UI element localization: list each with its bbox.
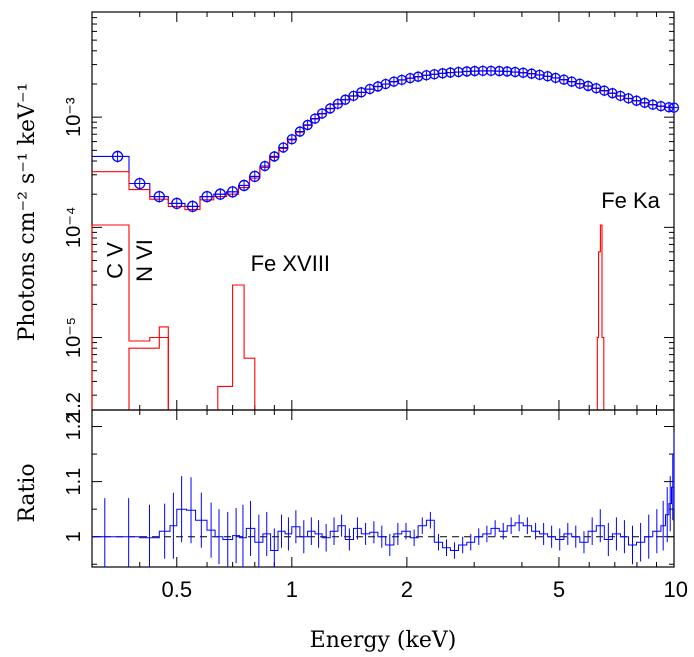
data-point [405, 72, 416, 84]
spectrum-y-tick-label: 10⁻³ [63, 97, 85, 137]
data-point [655, 100, 667, 112]
spectrum-series-line-4 [217, 284, 269, 411]
data-point [558, 74, 570, 85]
ratio-y-tick-label: 1.1 [63, 468, 85, 496]
spectrum-y-tick-label: 10⁻⁴ [63, 207, 85, 248]
line-annotation: C V [102, 242, 127, 279]
spectrum-series-line-2 [91, 224, 169, 410]
ratio-y-axis-label: Ratio [15, 463, 40, 522]
x-tick-label: 2 [401, 577, 413, 602]
x-tick-label: 10 [664, 577, 688, 602]
ratio-y-tick-label: 1 [63, 531, 85, 542]
data-point [186, 200, 199, 213]
data-point [134, 177, 146, 190]
data-point [278, 142, 289, 153]
data-point [668, 102, 680, 113]
data-point [437, 68, 448, 79]
data-point [316, 108, 328, 119]
spectrum-y-tick-label: 1.2 [63, 392, 85, 420]
data-point [388, 76, 400, 87]
data-point [226, 186, 239, 198]
data-point [421, 70, 432, 81]
data-point [294, 126, 306, 137]
data-point [238, 179, 250, 192]
data-point [249, 170, 261, 183]
spectrum-y-tick-label: 10⁻⁵ [63, 317, 85, 358]
ratio-step-line [92, 470, 675, 551]
data-point [526, 68, 537, 79]
x-axis-label: Energy (keV) [310, 628, 457, 653]
x-tick-label: 5 [553, 577, 565, 602]
data-point [325, 103, 336, 114]
spectrum-series-line-5 [596, 224, 605, 410]
spectrum-axis-ticks [91, 12, 675, 410]
data-point [286, 134, 297, 145]
ratio-axis-ticks [91, 410, 675, 567]
data-point [356, 87, 367, 98]
data-point [269, 151, 280, 162]
data-point [259, 160, 271, 172]
data-point [453, 66, 464, 78]
data-point [372, 81, 384, 92]
data-point [445, 67, 456, 78]
spectrum-frame [91, 11, 675, 411]
spectrum-series-line-1 [92, 70, 674, 211]
data-point [309, 113, 321, 124]
x-tick-label: 0.5 [161, 577, 192, 602]
spectrum-y-axis-label: Photons cm⁻² s⁻¹ keV⁻¹ [15, 83, 40, 342]
data-point [214, 188, 226, 200]
data-point [647, 99, 658, 110]
data-point [534, 69, 545, 81]
data-point [429, 69, 440, 80]
data-point [201, 190, 213, 203]
spectrum-tick-labels: 10⁻⁵ 10⁻⁴ 10⁻³ 1.2 [63, 97, 85, 420]
ratio-frame [91, 409, 675, 568]
x-tick-label: 1 [286, 577, 298, 602]
spectrum-series [91, 70, 674, 411]
data-point [542, 71, 553, 82]
ratio-tick-labels: 1 1.1 1.2 0.5 1 2 5 10 [63, 413, 688, 602]
ratio-panel: 1 1.1 1.2 0.5 1 2 5 10 Ratio [15, 409, 688, 602]
spectrum-data-points [111, 65, 680, 213]
data-point [171, 197, 183, 210]
spectrum-series-line-3 [128, 326, 169, 410]
line-annotation: N VI [132, 239, 157, 282]
data-point [509, 66, 521, 78]
data-point [340, 94, 351, 105]
data-point [153, 190, 165, 203]
ratio-series [92, 432, 675, 567]
data-point [111, 150, 124, 163]
ratio-y-tick-label: 1.2 [63, 413, 85, 441]
line-annotation: Fe XVIII [251, 251, 330, 276]
data-point [302, 119, 313, 131]
spectrum-series-line-0 [92, 70, 674, 207]
data-point [502, 66, 513, 77]
line-annotation: Fe Ka [601, 188, 660, 213]
